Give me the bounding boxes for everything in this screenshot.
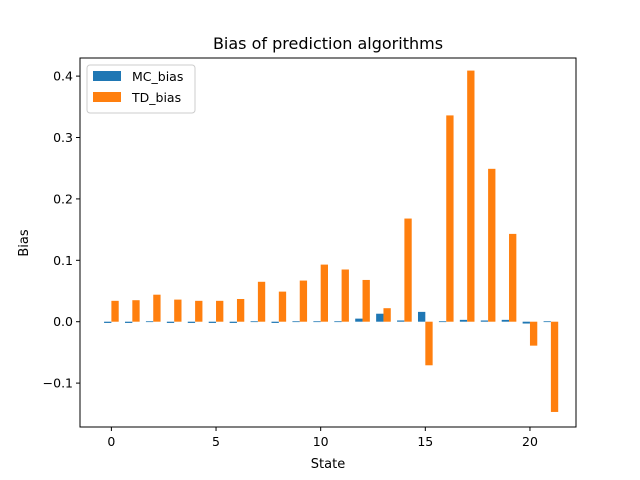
bar-td-bias-state-7 — [257, 281, 266, 322]
bar-td-bias-state-11 — [341, 269, 349, 322]
x-tick-label: 0 — [107, 434, 115, 449]
bar-mc-bias-state-2 — [145, 321, 154, 323]
bar-td-bias-state-8 — [278, 291, 287, 322]
bar-td-bias-state-3 — [174, 299, 182, 322]
bar-mc-bias-state-1 — [125, 321, 133, 323]
bar-mc-bias-state-18 — [480, 320, 489, 322]
bar-mc-bias-state-16 — [438, 321, 447, 323]
bar-mc-bias-state-9 — [292, 321, 300, 323]
bar-td-bias-state-14 — [404, 218, 412, 322]
bar-td-bias-state-13 — [383, 308, 391, 322]
bar-mc-bias-state-0 — [104, 321, 112, 323]
bar-td-bias-state-19 — [509, 233, 517, 322]
bar-mc-bias-state-4 — [187, 321, 196, 323]
bar-td-bias-state-6 — [236, 298, 245, 322]
chart-title: Bias of prediction algorithms — [213, 34, 443, 53]
y-tick-label: 0.1 — [53, 253, 73, 268]
legend-swatch-td-bias — [93, 92, 121, 102]
bar-mc-bias-state-8 — [271, 321, 279, 323]
y-tick-label: 0.2 — [53, 191, 73, 206]
x-tick-label: 5 — [212, 434, 220, 449]
bar-td-bias-state-9 — [299, 280, 308, 322]
plot-frame — [79, 57, 577, 428]
bar-mc-bias-state-5 — [208, 321, 217, 323]
bar-td-bias-state-12 — [362, 279, 370, 322]
y-tick-label: −0.1 — [43, 376, 73, 391]
x-axis-label: State — [311, 457, 345, 472]
legend: MC_bias TD_bias — [86, 64, 196, 114]
bar-mc-bias-state-7 — [250, 321, 258, 323]
bar-td-bias-state-16 — [446, 115, 454, 322]
bar-mc-bias-state-15 — [417, 311, 426, 322]
y-axis-ticks: −0.1 0.0 0.1 0.2 0.3 0.4 — [43, 69, 80, 391]
x-tick-label: 15 — [417, 434, 433, 449]
legend-swatch-mc-bias — [93, 71, 121, 81]
legend-label-mc-bias: MC_bias — [132, 69, 183, 84]
bar-mc-bias-state-17 — [459, 319, 468, 322]
bar-td-bias-state-4 — [195, 300, 203, 322]
bar-td-bias-state-20 — [529, 321, 538, 346]
y-axis-label: Bias — [17, 229, 32, 256]
bar-td-bias-state-17 — [467, 70, 475, 322]
y-tick-label: 0.3 — [53, 130, 73, 145]
bar-mc-bias-state-13 — [376, 313, 384, 322]
x-tick-label: 10 — [313, 434, 329, 449]
bar-td-bias-state-0 — [111, 300, 119, 322]
bar-mc-bias-state-12 — [355, 318, 363, 322]
bar-mc-bias-state-11 — [334, 321, 342, 323]
bars-layer — [104, 70, 559, 412]
bar-mc-bias-state-20 — [522, 321, 530, 324]
bar-td-bias-state-2 — [153, 294, 161, 322]
y-tick-label: 0.0 — [53, 314, 73, 329]
bar-td-bias-state-18 — [488, 168, 496, 322]
bar-td-bias-state-21 — [550, 321, 559, 412]
bar-td-bias-state-5 — [216, 300, 224, 322]
bar-mc-bias-state-21 — [543, 321, 551, 323]
bar-mc-bias-state-19 — [501, 319, 510, 322]
bar-td-bias-state-15 — [425, 321, 433, 366]
x-tick-label: 20 — [522, 434, 538, 449]
legend-label-td-bias: TD_bias — [131, 90, 181, 105]
y-tick-label: 0.4 — [53, 69, 73, 84]
bar-mc-bias-state-10 — [313, 321, 321, 323]
x-axis-ticks: 0 5 10 15 20 — [107, 427, 538, 449]
bar-td-bias-state-10 — [320, 264, 328, 322]
bar-mc-bias-state-3 — [166, 321, 175, 323]
bar-mc-bias-state-14 — [397, 320, 405, 322]
bar-mc-bias-state-6 — [229, 321, 237, 323]
bar-td-bias-state-1 — [132, 300, 140, 322]
